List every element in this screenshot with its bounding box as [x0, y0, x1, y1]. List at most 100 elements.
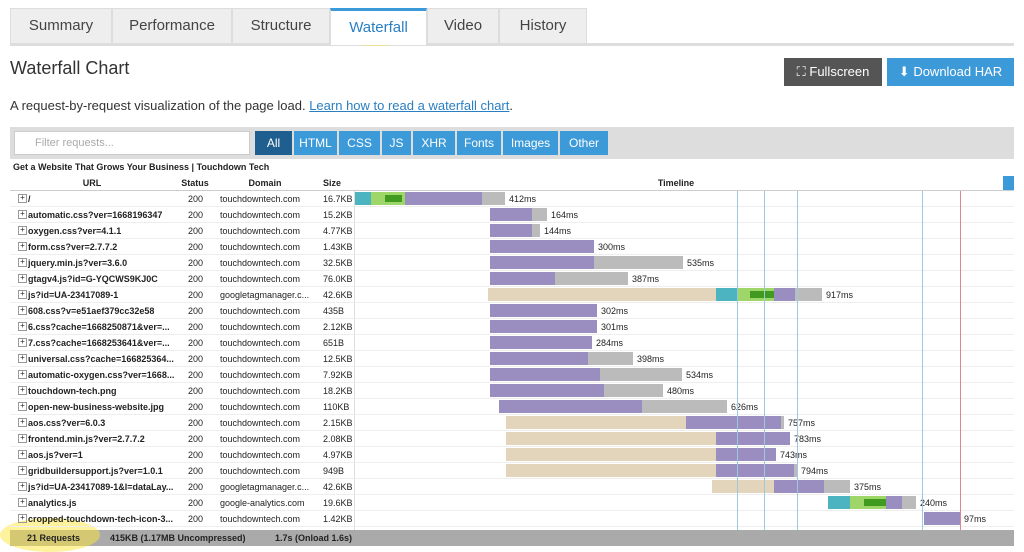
expand[interactable]: +	[18, 434, 27, 443]
timing-bar	[506, 464, 716, 477]
duration: 917ms	[826, 290, 854, 300]
duration: 164ms	[551, 210, 579, 220]
header: Size	[322, 178, 342, 188]
size: 4.97KB	[323, 450, 353, 460]
url: aos.js?ver=1	[28, 450, 83, 460]
size: 18.2KB	[323, 386, 353, 396]
filter-button[interactable]: All	[255, 131, 292, 155]
url: universal.css?cache=166825364...	[28, 354, 174, 364]
marker-line	[797, 191, 798, 530]
size: 42.6KB	[323, 290, 353, 300]
status: 200	[188, 194, 204, 204]
expand[interactable]: +	[18, 386, 27, 395]
fullscreen-button[interactable]: ⛶ Fullscreen	[784, 58, 882, 86]
filter-button[interactable]: Other	[560, 131, 608, 155]
domain: google-analytics.com	[220, 498, 305, 508]
link[interactable]: Learn how to read a waterfall chart	[309, 98, 510, 113]
timing-bar	[642, 400, 727, 413]
status: 200	[188, 226, 204, 236]
domain: touchdowntech.com	[220, 450, 301, 460]
domain: touchdowntech.com	[220, 386, 301, 396]
size: 42.6KB	[323, 482, 353, 492]
filter-button[interactable]: Fonts	[457, 131, 501, 155]
status: 200	[188, 450, 204, 460]
page-title: Get a Website That Grows Your Business |…	[13, 162, 270, 172]
url: js?id=UA-23417089-1&l=dataLay...	[28, 482, 174, 492]
expand[interactable]: +	[18, 450, 27, 459]
placeholder: Filter requests...	[35, 137, 114, 149]
filter-button[interactable]: XHR	[413, 131, 455, 155]
header: Status	[181, 178, 209, 188]
header: Timeline	[657, 178, 695, 188]
url: /	[28, 194, 31, 204]
status: 200	[188, 498, 204, 508]
expand[interactable]: +	[18, 514, 27, 523]
row: + aos.js?ver=1 200 touchdowntech.com 4.97KB 7…	[10, 447, 1014, 463]
header-rule	[10, 190, 1014, 191]
timing-bar	[686, 416, 781, 429]
size: 16.7KB	[323, 194, 353, 204]
expand[interactable]: +	[18, 418, 27, 427]
dropdown[interactable]	[1003, 176, 1014, 190]
download-button[interactable]: ⬇ Download HAR	[887, 58, 1014, 86]
expand[interactable]: +	[18, 482, 27, 491]
tab[interactable]: History	[499, 8, 587, 43]
row: + automatic.css?ver=1668196347 200 touchdow…	[10, 207, 1014, 223]
url: 7.css?cache=1668253641&ver=...	[28, 338, 170, 348]
expand[interactable]: +	[18, 322, 27, 331]
filter-button[interactable]: CSS	[339, 131, 380, 155]
status: 200	[188, 242, 204, 252]
expand[interactable]: +	[18, 338, 27, 347]
expand[interactable]: +	[18, 306, 27, 315]
tab[interactable]: Waterfall	[330, 8, 427, 45]
tab[interactable]: Summary	[10, 8, 112, 43]
domain: touchdowntech.com	[220, 322, 301, 332]
timing-bar	[716, 288, 737, 301]
tab[interactable]: Performance	[112, 8, 232, 43]
row: + form.css?ver=2.7.7.2 200 touchdowntech.co…	[10, 239, 1014, 255]
url: js?id=UA-23417089-1	[28, 290, 119, 300]
footer-text: 415KB (1.17MB Uncompressed)	[110, 533, 246, 543]
expand[interactable]: +	[18, 498, 27, 507]
domain: touchdowntech.com	[220, 306, 301, 316]
expand[interactable]: +	[18, 258, 27, 267]
url: gtagv4.js?id=G-YQCWS9KJ0C	[28, 274, 158, 284]
size: 2.15KB	[323, 418, 353, 428]
timing-bar	[594, 256, 683, 269]
tab[interactable]: Video	[427, 8, 499, 43]
label: Download HAR	[913, 64, 1003, 79]
status: 200	[188, 466, 204, 476]
expand[interactable]: +	[18, 354, 27, 363]
expand[interactable]: +	[18, 274, 27, 283]
expand[interactable]: +	[18, 226, 27, 235]
filter-button[interactable]: HTML	[294, 131, 337, 155]
expand[interactable]: +	[18, 210, 27, 219]
expand[interactable]: +	[18, 370, 27, 379]
timing-bar	[750, 291, 774, 298]
timing-bar	[499, 400, 642, 413]
row: + automatic-oxygen.css?ver=1668... 200 touc…	[10, 367, 1014, 383]
domain: touchdowntech.com	[220, 258, 301, 268]
size: 949B	[323, 466, 345, 476]
url: jquery.min.js?ver=3.6.0	[28, 258, 128, 268]
header: URL	[82, 178, 102, 188]
expand[interactable]: +	[18, 290, 27, 299]
duration: 535ms	[687, 258, 715, 268]
expand[interactable]: +	[18, 242, 27, 251]
filter-button[interactable]: Images	[503, 131, 558, 155]
domain: touchdowntech.com	[220, 194, 301, 204]
tab[interactable]: Structure	[232, 8, 330, 43]
duration: 480ms	[667, 386, 695, 396]
expand[interactable]: +	[18, 402, 27, 411]
duration: 626ms	[731, 402, 759, 412]
expand[interactable]: +	[18, 466, 27, 475]
row: + js?id=UA-23417089-1 200 googletagmanager.…	[10, 287, 1014, 303]
filter-button[interactable]: JS	[382, 131, 411, 155]
size: 1.43KB	[323, 242, 353, 252]
domain: googletagmanager.c...	[220, 290, 310, 300]
duration: 743ms	[780, 450, 808, 460]
expand[interactable]: +	[18, 194, 27, 203]
duration: 534ms	[686, 370, 714, 380]
row: + analytics.js 200 google-analytics.com 19.6…	[10, 495, 1014, 511]
filter-input[interactable]: Filter requests...	[14, 131, 250, 155]
